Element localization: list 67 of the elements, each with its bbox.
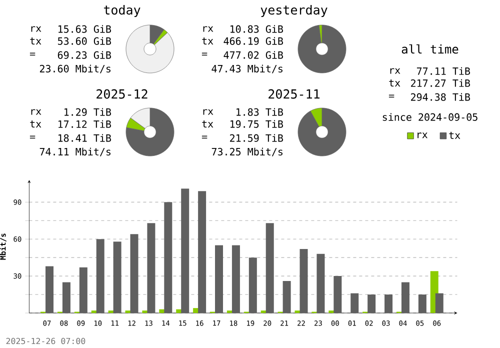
bar xyxy=(164,202,172,313)
chart-title: yesterday xyxy=(260,4,328,18)
legend-label: tx xyxy=(449,132,460,139)
text: 21.59 TiB xyxy=(230,134,283,142)
text: all time xyxy=(402,44,458,54)
text: rx xyxy=(390,68,400,74)
text: rx xyxy=(203,26,214,32)
text: 477.02 GiB xyxy=(224,51,283,59)
bar xyxy=(350,293,359,313)
text: 53.60 GiB xyxy=(58,37,111,45)
text: 2025-12-26 07:00 xyxy=(6,338,86,344)
text: = xyxy=(388,94,394,98)
bar xyxy=(334,276,342,313)
bar xyxy=(316,254,325,313)
bar xyxy=(401,282,410,313)
chart-title: 2025-12 xyxy=(96,89,148,99)
legend-label: rx xyxy=(418,132,428,138)
bar xyxy=(96,239,104,313)
chart-title: 2025-11 xyxy=(268,89,320,99)
text: 217.27 TiB xyxy=(411,79,470,87)
bar xyxy=(266,223,274,313)
text: 17.12 TiB xyxy=(58,120,111,128)
text: 10.83 GiB xyxy=(230,25,283,33)
text: 23.60 Mbit/s xyxy=(40,64,110,74)
text: 74.11 Mbit/s xyxy=(40,148,110,156)
bar xyxy=(215,245,224,313)
text: = xyxy=(30,52,36,56)
text: tx xyxy=(30,37,42,45)
bar xyxy=(198,191,206,313)
text: rx xyxy=(31,109,42,115)
text: 18.41 TiB xyxy=(58,134,111,142)
bar xyxy=(62,282,70,313)
text: rx xyxy=(203,109,214,115)
text: 466.19 GiB xyxy=(224,37,283,45)
text: 47.43 Mbit/s xyxy=(212,64,282,74)
bar xyxy=(418,294,426,313)
text: = xyxy=(202,136,208,139)
text: = xyxy=(30,136,36,139)
bar xyxy=(181,188,190,313)
chart-title: today xyxy=(104,4,140,18)
bar xyxy=(46,266,54,313)
text: tx xyxy=(202,120,214,128)
text: 19.75 TiB xyxy=(230,120,283,128)
text: tx xyxy=(30,120,42,128)
text: 73.25 Mbit/s xyxy=(212,148,282,156)
bar xyxy=(282,280,291,313)
text: since 2024-09-05 xyxy=(382,113,478,121)
bar xyxy=(79,267,88,313)
text: 69.23 GiB xyxy=(58,51,111,59)
bar xyxy=(113,242,122,313)
text: tx xyxy=(389,79,400,87)
text: 1.29 TiB xyxy=(64,108,111,116)
text: tx xyxy=(202,37,214,45)
text: = xyxy=(202,52,208,56)
bar xyxy=(384,294,393,313)
bar xyxy=(232,245,240,313)
text: rx xyxy=(31,26,42,32)
text: 15.63 GiB xyxy=(58,25,111,33)
bar xyxy=(147,223,156,313)
text: 1.83 TiB xyxy=(236,108,283,116)
bar xyxy=(130,234,138,313)
bar xyxy=(300,248,308,313)
text: 294.38 TiB xyxy=(411,93,470,101)
bar xyxy=(248,258,257,313)
bar xyxy=(435,293,444,313)
text: 77.11 TiB xyxy=(416,67,470,75)
bar xyxy=(368,294,376,313)
